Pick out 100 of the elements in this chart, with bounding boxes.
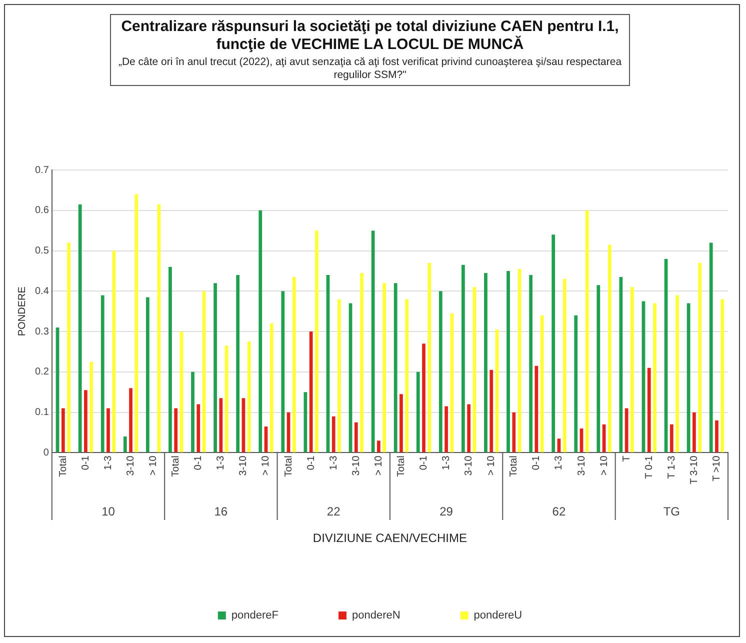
bar <box>490 370 494 452</box>
bar <box>309 332 313 452</box>
x-tick-label: > 10 <box>373 455 384 476</box>
y-tick-label: 0.7 <box>34 164 50 176</box>
bar <box>698 262 702 452</box>
bar <box>247 342 251 452</box>
bar <box>540 315 544 452</box>
bar <box>585 210 589 452</box>
bar <box>292 277 296 452</box>
bar <box>394 283 398 452</box>
text: 16 <box>214 504 228 518</box>
text: TG <box>663 504 680 518</box>
bar <box>534 366 538 452</box>
x-tick-label: 1-3 <box>328 455 340 470</box>
bar <box>422 344 426 452</box>
x-tick-label: Total <box>396 456 407 477</box>
bar <box>438 291 442 452</box>
x-tick-label: 3-10 <box>238 455 250 476</box>
x-tick-label: Total <box>508 456 520 477</box>
bar <box>315 230 318 452</box>
x-tick-label: 3-10 <box>350 455 362 476</box>
y-tick-label: 0.6 <box>34 205 50 216</box>
bar <box>196 404 200 452</box>
bar <box>405 299 409 452</box>
chart-subtitle: „De câte ori în anul trecut (2022), aţi avut senzaţia că aţi fost verificat privind cunoaşterea şi/sau respectarea regulilor SSM?" <box>117 56 623 82</box>
bar <box>236 275 240 452</box>
bar <box>692 412 696 452</box>
x-tick-label: T >10 <box>711 455 722 482</box>
bar <box>61 408 65 452</box>
bar <box>450 313 454 452</box>
bar <box>84 390 88 452</box>
bar <box>484 272 488 452</box>
x-axis-title: DIVIZIUNE CAEN/VECHIME <box>312 531 467 546</box>
legend-label: pondereF <box>231 610 279 622</box>
x-tick-label: Total <box>58 456 69 477</box>
y-tick-label: 0.5 <box>34 246 50 257</box>
bar <box>338 299 341 452</box>
bar <box>686 303 690 452</box>
x-tick-label: 3-10 <box>464 455 475 476</box>
chart-title: Centralizare răspunsuri la societăţi pe total diviziune CAEN pentru I.1, funcţie de VECHIME LA LOCUL DE MUNCĂ <box>120 18 620 54</box>
x-tick-label: > 10 <box>486 455 498 476</box>
bar <box>382 283 386 452</box>
bar <box>304 392 308 452</box>
y-tick-label: 0.2 <box>34 366 50 378</box>
bar <box>647 368 651 452</box>
bar <box>670 424 674 452</box>
x-tick-label: > 10 <box>148 455 160 476</box>
bar <box>512 412 516 452</box>
bar <box>715 420 718 452</box>
x-tick-label: 1-3 <box>102 455 114 470</box>
bar <box>709 242 713 452</box>
bar <box>360 272 364 452</box>
x-tick-label: 1-3 <box>554 455 565 470</box>
bar <box>506 270 510 452</box>
x-tick-label: T 0-1 <box>644 455 655 479</box>
bar <box>400 394 403 452</box>
bar <box>106 408 110 452</box>
bar <box>174 408 178 452</box>
bar <box>100 295 104 452</box>
text: 22 <box>326 504 341 518</box>
bar <box>191 372 194 452</box>
bar <box>416 372 420 452</box>
x-tick-label: 1-3 <box>216 455 227 470</box>
bar <box>444 406 448 452</box>
bar <box>168 266 172 452</box>
y-tick-label: 0.4 <box>34 286 50 297</box>
bar <box>112 250 116 452</box>
bar <box>653 303 656 452</box>
text: 62 <box>552 504 566 518</box>
x-tick-label: 0-1 <box>80 455 92 470</box>
x-tick-label: 3-10 <box>576 455 588 476</box>
legend-label: pondereU <box>474 610 522 622</box>
y-tick-label: 0.1 <box>34 407 50 418</box>
bar <box>67 242 70 452</box>
bar <box>78 204 82 452</box>
bar <box>462 264 465 452</box>
x-tick-label: T 3-10 <box>688 455 700 484</box>
x-tick-label: 1-3 <box>441 455 452 470</box>
bar <box>467 404 471 452</box>
bar <box>676 295 679 452</box>
y-axis-title: PONDERE <box>16 286 28 336</box>
bar <box>281 291 285 452</box>
bar <box>608 244 612 452</box>
text: 10 <box>102 504 116 518</box>
bar <box>224 346 228 452</box>
x-tick-label: 3-10 <box>126 455 137 476</box>
x-tick-label: 0-1 <box>306 455 317 470</box>
bar <box>720 299 724 452</box>
bar <box>129 388 132 452</box>
bar <box>270 323 274 452</box>
bar <box>258 210 262 452</box>
bar <box>529 275 532 452</box>
bar <box>376 440 380 452</box>
bar <box>562 279 566 452</box>
bar <box>354 422 358 452</box>
bar <box>552 234 556 452</box>
bar <box>214 283 217 452</box>
x-tick-label: T <box>621 456 632 462</box>
bar <box>146 297 150 452</box>
x-tick-label: Total <box>170 456 182 477</box>
